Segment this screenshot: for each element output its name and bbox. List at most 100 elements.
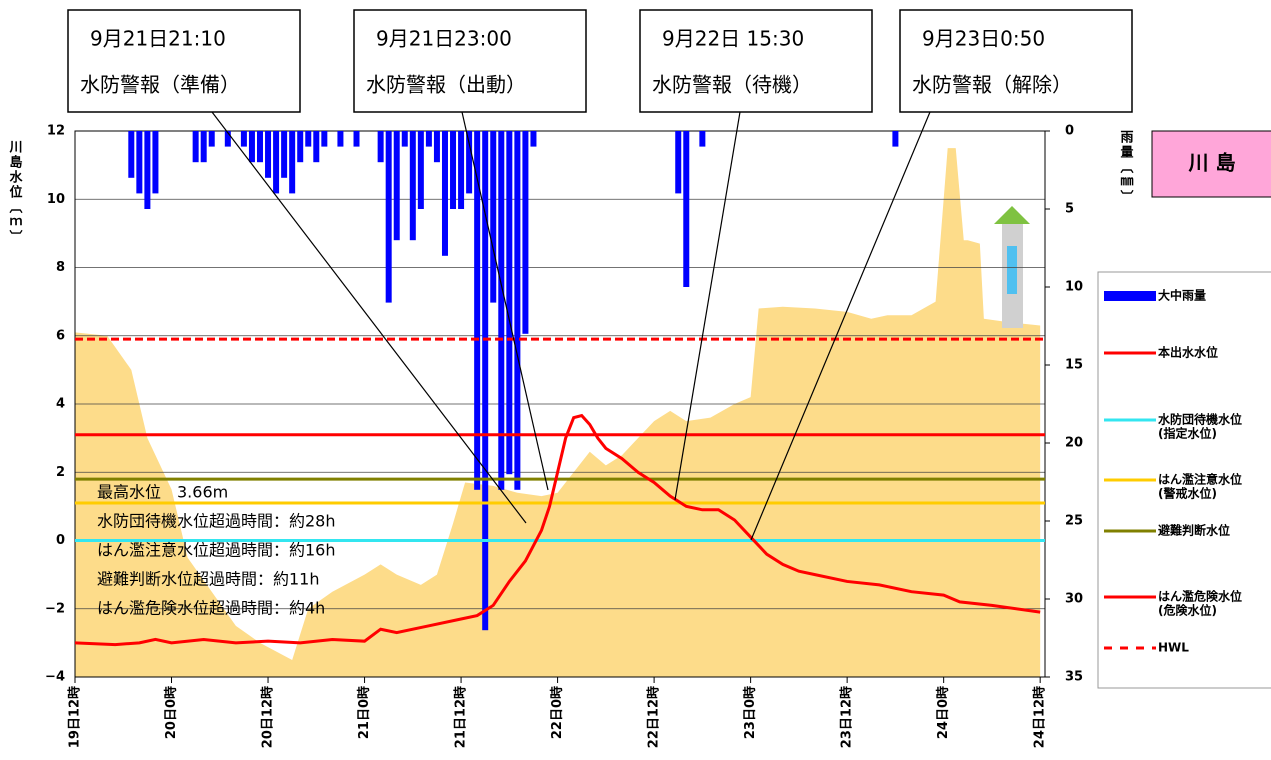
- legend-label: HWL: [1158, 641, 1189, 655]
- chart-title: 川 島: [1188, 151, 1236, 175]
- rain-bar: [313, 131, 320, 163]
- rain-bar: [377, 131, 384, 163]
- stat-text: 水防団待機水位超過時間：約28h: [97, 512, 336, 531]
- y2-tick-label: 0: [1065, 124, 1074, 139]
- rain-bar: [200, 131, 207, 163]
- callout-box: [639, 9, 873, 113]
- rain-bar: [353, 131, 360, 147]
- y2-tick-label: 20: [1065, 436, 1083, 451]
- callout-date: 9月21日21:10: [90, 27, 226, 51]
- y-axis-label: 川島水位〔ｍ〕: [7, 140, 24, 245]
- gauge-level: [1007, 246, 1017, 294]
- x-tick-label: 23日12時: [839, 686, 855, 748]
- legend-sublabel: (警戒水位): [1158, 486, 1217, 501]
- rain-bar: [192, 131, 199, 163]
- callout-label: 水防警報（出動）: [366, 73, 526, 97]
- rain-bar: [265, 131, 272, 178]
- callout-leader: [211, 111, 527, 524]
- y-tick-label: 10: [47, 192, 65, 207]
- rain-bar: [450, 131, 457, 209]
- rain-bar: [152, 131, 159, 194]
- x-tick-label: 22日0時: [549, 686, 565, 739]
- callout-label: 水防警報（解除）: [912, 73, 1072, 97]
- legend-label: はん濫危険水位: [1158, 589, 1242, 604]
- x-tick-label: 19日12時: [67, 686, 83, 748]
- x-tick-label: 20日0時: [163, 686, 179, 739]
- y-tick-label: 4: [56, 397, 65, 412]
- rain-bar: [321, 131, 328, 147]
- rain-bar: [425, 131, 432, 147]
- x-tick-label: 24日0時: [935, 686, 951, 739]
- stat-text: 最高水位 3.66m: [97, 483, 228, 502]
- rain-bar: [337, 131, 344, 147]
- rain-bar: [482, 131, 489, 631]
- callout-leader: [750, 111, 931, 541]
- callout-box: [899, 9, 1133, 113]
- callout-leader: [674, 111, 741, 501]
- callout-label: 水防警報（待機）: [652, 73, 812, 97]
- stat-text: 避難判断水位超過時間：約11h: [97, 570, 320, 589]
- rain-bar: [128, 131, 135, 178]
- callout-label: 水防警報（準備）: [80, 73, 240, 97]
- rain-bar: [458, 131, 465, 209]
- x-tick-label: 22日12時: [646, 686, 662, 748]
- legend-label: 大中雨量: [1158, 288, 1206, 303]
- rain-bar: [498, 131, 505, 490]
- rain-bar: [401, 131, 408, 147]
- y-tick-label: 2: [56, 465, 65, 480]
- rain-bar: [409, 131, 416, 241]
- callout-date: 9月22日 15:30: [662, 27, 804, 51]
- rain-bar: [675, 131, 682, 194]
- x-tick-label: 24日12時: [1032, 686, 1048, 748]
- rain-bar: [490, 131, 497, 303]
- title-box: [1151, 130, 1271, 198]
- callout-date: 9月23日0:50: [922, 27, 1045, 51]
- rain-bar: [530, 131, 537, 147]
- y2-tick-label: 5: [1065, 202, 1074, 217]
- y-tick-label: −2: [45, 601, 65, 616]
- rain-bar: [281, 131, 288, 178]
- y2-tick-label: 25: [1065, 514, 1083, 529]
- rain-bar: [699, 131, 706, 147]
- y-tick-label: 0: [56, 533, 65, 548]
- rain-bar: [305, 131, 312, 147]
- rain-bar: [289, 131, 296, 194]
- callout-box: [353, 9, 587, 113]
- rain-bar: [474, 131, 481, 490]
- rain-bar: [297, 131, 304, 163]
- rain-bar: [522, 131, 529, 334]
- rain-bar: [136, 131, 143, 194]
- callout-box: [67, 9, 301, 113]
- legend-label: 本出水水位: [1158, 345, 1218, 360]
- legend-label: 水防団待機水位: [1158, 412, 1242, 427]
- rain-bar: [892, 131, 899, 147]
- legend-sublabel: (指定水位): [1158, 426, 1217, 441]
- legend-label: はん濫注意水位: [1158, 472, 1242, 487]
- x-tick-label: 21日0時: [356, 686, 372, 739]
- rain-bar: [433, 131, 440, 163]
- legend-sublabel: (危険水位): [1158, 603, 1217, 618]
- area: [75, 148, 1041, 677]
- rain-bar: [683, 131, 690, 287]
- gauge-arrow: [994, 206, 1030, 224]
- y-tick-label: 12: [47, 124, 65, 139]
- y2-tick-label: 35: [1065, 670, 1083, 685]
- rain-bar: [208, 131, 215, 147]
- rain-bar: [256, 131, 263, 163]
- rain-bar: [441, 131, 448, 256]
- stat-text: はん濫注意水位超過時間：約16h: [97, 541, 336, 560]
- y-tick-label: 8: [56, 260, 65, 275]
- y-tick-label: 6: [56, 328, 65, 343]
- rain-bar: [240, 131, 247, 147]
- y2-tick-label: 30: [1065, 592, 1083, 607]
- water-level-line: [74, 413, 1041, 647]
- y-tick-label: −4: [45, 670, 65, 685]
- y2-tick-label: 10: [1065, 280, 1083, 295]
- rain-bar: [417, 131, 424, 209]
- stat-text: はん濫危険水位超過時間：約4h: [97, 599, 325, 618]
- rain-bar: [144, 131, 151, 209]
- rain-bar: [248, 131, 255, 163]
- y2-tick-label: 15: [1065, 358, 1083, 373]
- x-tick-label: 20日12時: [260, 686, 276, 748]
